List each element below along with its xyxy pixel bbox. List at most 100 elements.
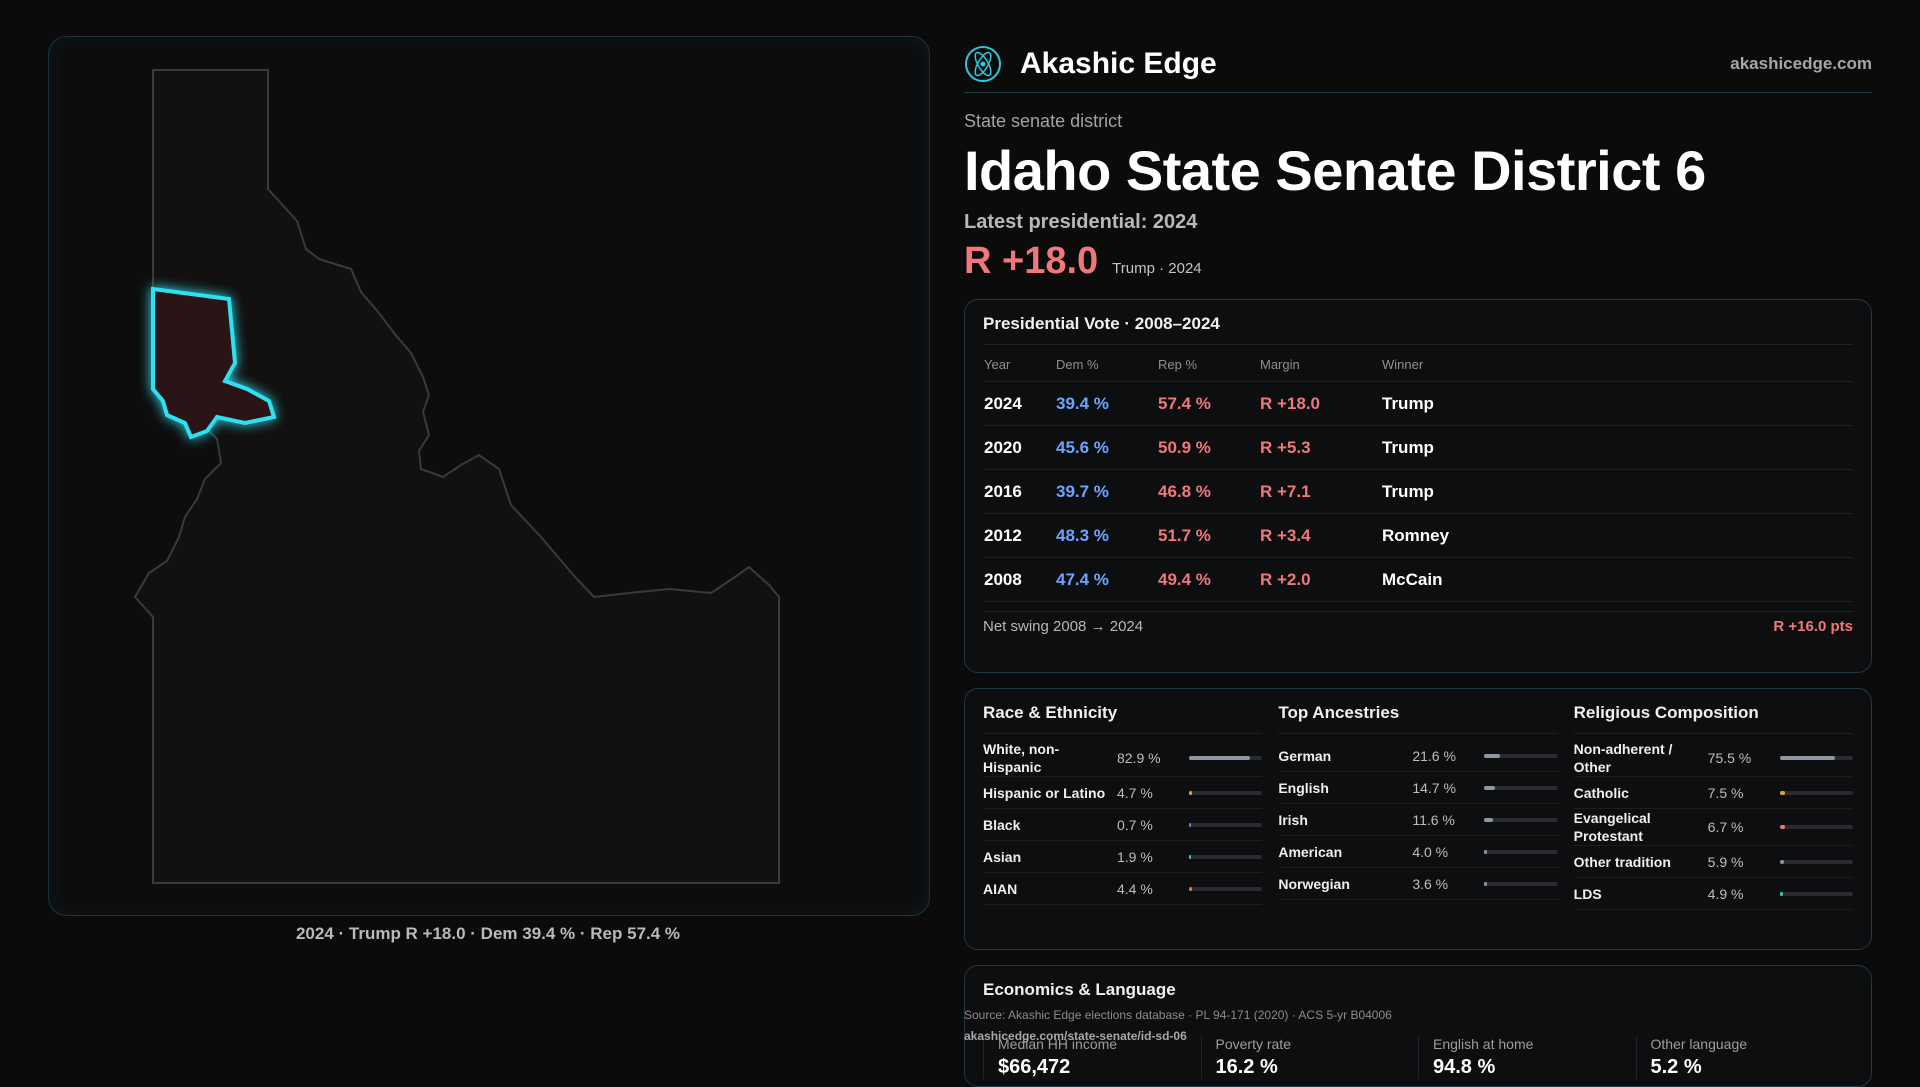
item-name: English <box>1278 779 1329 796</box>
margin-summary: R +18.0 Trump · 2024 <box>964 240 1872 283</box>
row-year: 2020 <box>983 425 1055 470</box>
idaho-state-outline <box>133 69 780 884</box>
item-bar <box>1189 822 1263 827</box>
item-bar <box>1779 825 1853 829</box>
econ-value: 16.2 % <box>1215 1056 1278 1078</box>
table-row: 2008 47.4 % 49.4 % R +2.0 McCain <box>983 557 1853 602</box>
item-bar-fill <box>1484 849 1488 854</box>
page-title: Idaho State Senate District 6 <box>964 139 1706 202</box>
item-name: Other tradition <box>1573 853 1671 870</box>
list-item: Irish 11.6 % <box>1278 804 1558 836</box>
row-winner: Trump <box>1381 425 1853 470</box>
list-item: Catholic 7.5 % <box>1573 777 1853 809</box>
row-margin: R +7.1 <box>1259 469 1381 514</box>
ancestries-column: Top Ancestries German 21.6 % English 14.7 … <box>1278 703 1558 935</box>
row-margin: R +18.0 <box>1259 381 1381 426</box>
econ-value: 5.2 % <box>1650 1056 1702 1078</box>
item-bar <box>1484 881 1558 886</box>
list-item: Black 0.7 % <box>983 809 1263 841</box>
econ-value: 94.8 % <box>1433 1056 1496 1078</box>
presidential-vote-title: Presidential Vote · 2008–2024 <box>983 314 1853 345</box>
item-value: 6.7 % <box>1707 819 1744 835</box>
brand-header: Akashic Edge akashicedge.com <box>964 36 1872 93</box>
headline-margin: R +18.0 <box>964 240 1099 282</box>
source-link[interactable]: akashicedge.com/state-senate/id-sd-06 <box>964 1029 1187 1043</box>
item-value: 11.6 % <box>1412 811 1455 828</box>
brand-link[interactable]: akashicedge.com <box>1730 54 1872 73</box>
item-name: Evangelical Protestant <box>1573 810 1651 844</box>
margin-subtitle: Trump · 2024 <box>1112 260 1202 277</box>
list-item: Hispanic or Latino 4.7 % <box>983 777 1263 809</box>
row-year: 2012 <box>983 513 1055 558</box>
col-dem: Dem % <box>1055 347 1157 382</box>
item-bar-fill <box>1779 825 1785 829</box>
row-year: 2008 <box>983 557 1055 602</box>
list-item: Asian 1.9 % <box>983 841 1263 873</box>
item-bar <box>1484 785 1558 790</box>
district-6-shape[interactable] <box>151 286 277 440</box>
item-name: German <box>1278 747 1332 764</box>
item-name: Catholic <box>1573 784 1629 801</box>
item-bar-fill <box>1189 822 1191 827</box>
item-name: White, non-Hispanic <box>983 741 1060 775</box>
row-dem: 47.4 % <box>1055 557 1157 602</box>
net-swing-value: R +16.0 pts <box>1773 618 1853 635</box>
row-dem: 48.3 % <box>1055 513 1157 558</box>
econ-label: English at home <box>1433 1036 1534 1052</box>
item-value: 7.5 % <box>1707 784 1744 801</box>
list-item: White, non-Hispanic 82.9 % <box>983 740 1263 777</box>
item-bar <box>1779 859 1853 864</box>
row-rep: 51.7 % <box>1157 513 1259 558</box>
race-ethnicity-title: Race & Ethnicity <box>983 703 1263 734</box>
brand-name: Akashic Edge <box>1020 47 1217 80</box>
row-winner: Romney <box>1381 513 1853 558</box>
item-value: 5.9 % <box>1707 853 1744 870</box>
row-dem: 45.6 % <box>1055 425 1157 470</box>
econ-item: Other language 5.2 % <box>1635 1036 1854 1079</box>
econ-label: Poverty rate <box>1215 1036 1291 1052</box>
col-rep: Rep % <box>1157 347 1259 382</box>
row-year: 2016 <box>983 469 1055 514</box>
row-winner: Trump <box>1381 381 1853 426</box>
item-bar-fill <box>1779 859 1784 864</box>
econ-value: $66,472 <box>998 1056 1071 1078</box>
atom-logo-icon <box>965 46 1001 82</box>
list-item: Evangelical Protestant 6.7 % <box>1573 809 1853 846</box>
row-rep: 49.4 % <box>1157 557 1259 602</box>
econ-item: Poverty rate 16.2 % <box>1200 1036 1419 1079</box>
item-bar-fill <box>1484 817 1493 822</box>
list-item: American 4.0 % <box>1278 836 1558 868</box>
item-bar-fill <box>1484 753 1501 758</box>
row-dem: 39.4 % <box>1055 381 1157 426</box>
map-caption: 2024 · Trump R +18.0 · Dem 39.4 % · Rep … <box>295 924 681 943</box>
item-bar <box>1779 790 1853 795</box>
item-bar <box>1484 849 1558 854</box>
table-row: 2012 48.3 % 51.7 % R +3.4 Romney <box>983 513 1853 558</box>
list-item: German 21.6 % <box>1278 740 1558 772</box>
list-item: Norwegian 3.6 % <box>1278 868 1558 900</box>
list-item: AIAN 4.4 % <box>983 873 1263 905</box>
row-winner: Trump <box>1381 469 1853 514</box>
race-ethnicity-column: Race & Ethnicity White, non-Hispanic 82.9… <box>983 703 1263 935</box>
row-rep: 57.4 % <box>1157 381 1259 426</box>
row-year: 2024 <box>983 381 1055 426</box>
item-bar-fill <box>1779 891 1784 896</box>
religion-title: Religious Composition <box>1573 703 1853 734</box>
item-name: LDS <box>1573 885 1602 902</box>
item-bar <box>1189 756 1263 760</box>
item-bar <box>1189 854 1263 859</box>
source-text: Source: Akashic Edge elections database … <box>964 1008 1392 1022</box>
list-item: LDS 4.9 % <box>1573 878 1853 910</box>
row-rep: 50.9 % <box>1157 425 1259 470</box>
col-winner: Winner <box>1381 347 1853 382</box>
detail-panel: Akashic Edge akashicedge.com State senat… <box>964 36 1872 1087</box>
econ-item: English at home 94.8 % <box>1418 1036 1636 1079</box>
item-value: 3.6 % <box>1412 875 1449 892</box>
row-rep: 46.8 % <box>1157 469 1259 514</box>
item-value: 21.6 % <box>1412 747 1456 764</box>
ancestries-title: Top Ancestries <box>1278 703 1558 734</box>
district-map[interactable] <box>48 36 930 916</box>
item-value: 75.5 % <box>1707 750 1752 766</box>
row-winner: McCain <box>1381 557 1853 602</box>
item-bar-fill <box>1189 790 1193 795</box>
